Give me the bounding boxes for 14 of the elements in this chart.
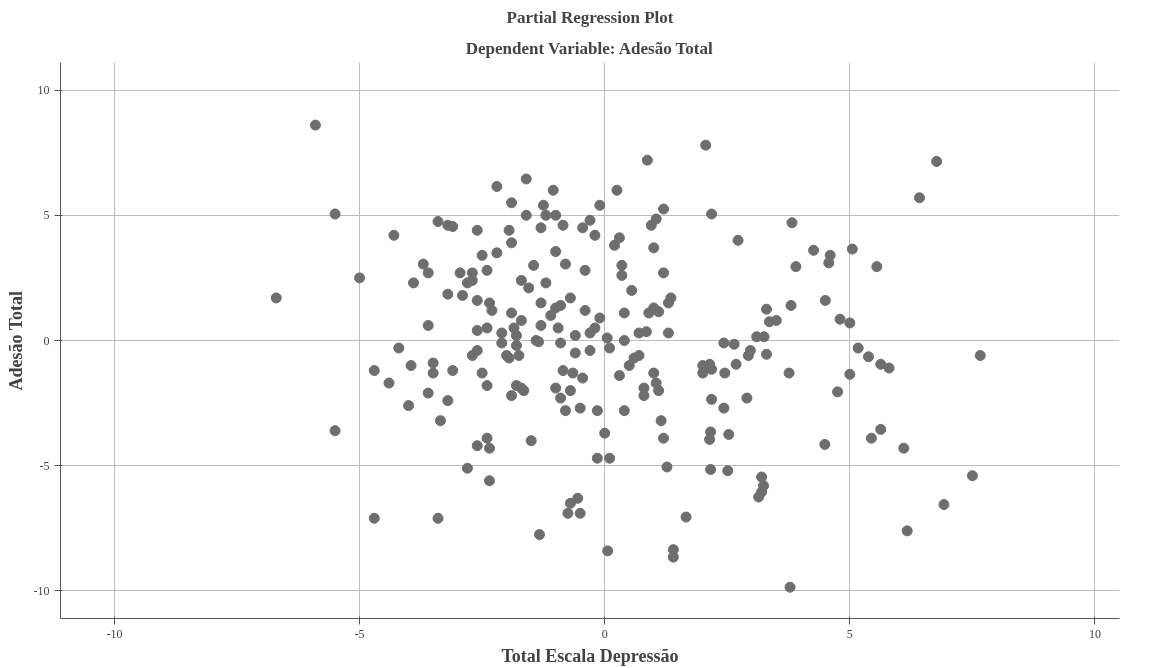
y-tick-label: 10 — [37, 83, 50, 98]
y-tick-label: -5 — [39, 458, 50, 473]
x-tick-label: 0 — [601, 626, 608, 641]
x-tick-label: 5 — [846, 626, 853, 641]
chart-subtitle: Dependent Variable: Adesão Total — [465, 38, 714, 58]
x-axis-title: Total Escala Depressão — [501, 645, 679, 666]
y-axis-title: Adesão Total — [5, 290, 26, 391]
x-tick-label: 10 — [1088, 626, 1101, 641]
y-tick-label: 0 — [43, 333, 50, 348]
chart-title: Partial Regression Plot — [506, 7, 674, 27]
x-tick-label: -5 — [354, 626, 365, 641]
y-tick-label: 5 — [43, 208, 50, 223]
y-tick-label: -10 — [33, 583, 50, 598]
x-tick-label: -10 — [106, 626, 123, 641]
